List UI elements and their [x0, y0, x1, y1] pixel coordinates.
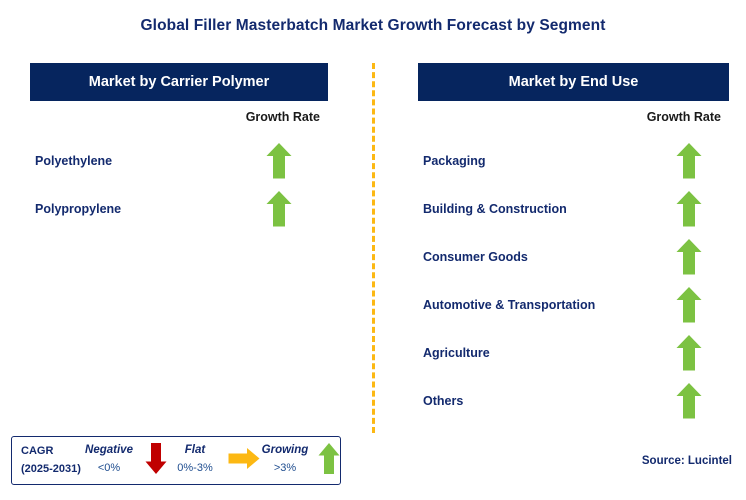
arrow-up-icon: [676, 287, 702, 323]
legend-item-range: 0%-3%: [177, 462, 213, 474]
legend-cagr-title: CAGR (2025-2031): [21, 442, 81, 478]
arrow-up-icon: [676, 383, 702, 419]
legend-cagr-label: CAGR: [21, 445, 54, 457]
legend-item-negative: Negative <0%: [78, 441, 140, 477]
arrow-up-icon: [266, 143, 292, 179]
growth-rate-label-right: Growth Rate: [646, 110, 721, 124]
segment-label: Polypropylene: [35, 202, 122, 216]
segment-label: Others: [423, 394, 464, 408]
segment-label: Automotive & Transportation: [423, 298, 596, 312]
legend: CAGR (2025-2031) Negative <0% Flat 0%-3%…: [11, 436, 341, 485]
legend-item-growing: Growing >3%: [251, 441, 319, 477]
segment-label: Consumer Goods: [423, 250, 528, 264]
arrow-up-icon: [676, 191, 702, 227]
legend-item-flat: Flat 0%-3%: [164, 441, 226, 477]
source-note: Source: Lucintel: [641, 455, 732, 467]
table-row[interactable]: Polypropylene: [30, 185, 328, 233]
arrow-right-icon: [228, 447, 260, 474]
table-row[interactable]: Consumer Goods: [418, 233, 729, 281]
segment-list-carrier-polymer: Polyethylene Polypropylene: [30, 137, 328, 233]
arrow-up-icon: [676, 143, 702, 179]
legend-item-name: Negative: [85, 444, 133, 456]
segment-label: Polyethylene: [35, 154, 113, 168]
panel-header-end-use: Market by End Use: [418, 63, 729, 101]
page-title: Global Filler Masterbatch Market Growth …: [140, 17, 606, 34]
table-row[interactable]: Packaging: [418, 137, 729, 185]
panel-carrier-polymer: Market by Carrier Polymer Growth Rate Po…: [30, 63, 328, 227]
arrow-down-icon: [145, 442, 167, 479]
legend-cagr-period: (2025-2031): [21, 463, 81, 475]
table-row[interactable]: Others: [418, 377, 729, 425]
table-row[interactable]: Automotive & Transportation: [418, 281, 729, 329]
segment-label: Building & Construction: [423, 202, 567, 216]
segment-label: Packaging: [423, 154, 486, 168]
segment-label: Agriculture: [423, 346, 490, 360]
arrow-up-icon: [676, 239, 702, 275]
legend-item-name: Growing: [261, 444, 309, 456]
growth-rate-label-left: Growth Rate: [245, 110, 320, 124]
table-row[interactable]: Building & Construction: [418, 185, 729, 233]
legend-item-range: >3%: [273, 462, 297, 474]
table-row[interactable]: Polyethylene: [30, 137, 328, 185]
panel-divider: [372, 63, 375, 433]
legend-item-range: <0%: [97, 462, 121, 474]
arrow-up-icon: [676, 335, 702, 371]
panel-end-use: Market by End Use Growth Rate Packaging …: [418, 63, 729, 419]
arrow-up-icon: [318, 442, 340, 479]
arrow-up-icon: [266, 191, 292, 227]
panel-header-carrier-polymer: Market by Carrier Polymer: [30, 63, 328, 101]
segment-list-end-use: Packaging Building & Construction Consum…: [418, 137, 729, 425]
table-row[interactable]: Agriculture: [418, 329, 729, 377]
legend-item-name: Flat: [184, 444, 206, 456]
